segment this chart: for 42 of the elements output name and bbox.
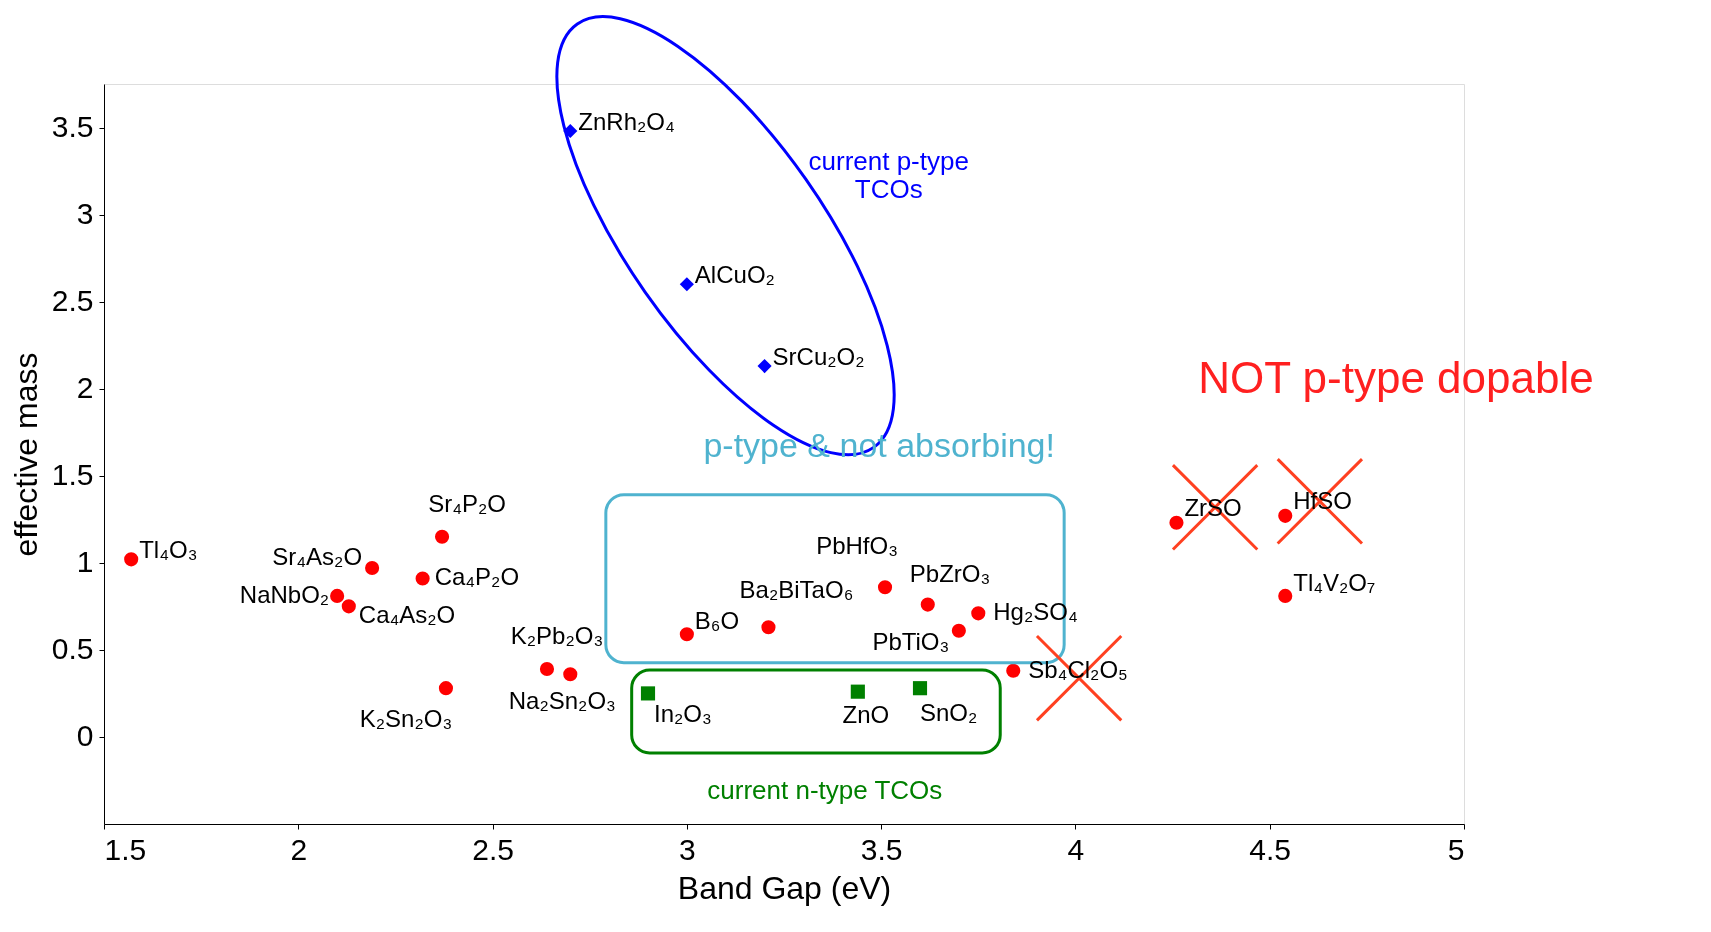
annotation: In₂O₃ [654,700,712,728]
annotation: Tl₄O₃ [139,536,198,564]
x-tick-label: 2 [290,832,308,866]
annotation: Ca₄P₂O [434,563,520,591]
annotation: NaNbO₂ [239,580,330,608]
y-tick-label: 3.5 [51,110,94,144]
annotation: B₆O [694,607,740,635]
x-tick-label: 4 [1067,832,1085,866]
annotation: K₂Pb₂O₃ [510,622,604,650]
y-tick-label: 1 [76,545,94,579]
y-tick-label: 0.5 [51,632,94,666]
annotation: SrCu₂O₂ [772,343,865,371]
annotation: PbHfO₃ [816,532,898,560]
y-tick-label: 2.5 [51,284,94,318]
x-tick-label: 4.5 [1249,832,1292,866]
annotation: Tl₄V₂O₇ [1293,568,1376,596]
annotation: AlCuO₂ [694,261,775,289]
annotation: SnO₂ [920,699,978,727]
x-tick-label: 5 [1447,832,1465,866]
y-tick-label: 2 [76,371,94,405]
annotation: NOT p-type dopable [1198,353,1594,402]
annotation: Sr₄P₂O [428,489,506,517]
annotation: Ba₂BiTaO₆ [739,576,854,604]
y-tick-label: 1.5 [51,458,94,492]
annotation: Sr₄As₂O [272,543,363,571]
annotation: Ca₄As₂O [358,601,456,629]
x-tick-label: 3.5 [860,832,903,866]
annotation: current p-type TCOs [808,145,969,204]
x-tick-label: 3 [679,832,696,866]
x-tick-label: 2.5 [472,832,514,866]
x-axis-title: Band Gap (eV) [677,869,892,906]
annotation: PbTiO₃ [872,627,950,655]
annotation: current n-type TCOs [707,774,943,805]
y-axis-title: effective mass [7,352,44,557]
annotation: Na₂Sn₂O₃ [508,687,616,715]
annotation: ZnO [842,700,890,728]
y-tick-label: 3 [76,197,94,231]
annotation: PbZrO₃ [909,559,991,587]
x-tick-label: 1.5 [104,832,147,866]
annotation: K₂Sn₂O₃ [359,705,453,733]
annotation: ZnRh₂O₄ [578,108,675,136]
y-tick-label: 0 [76,719,94,753]
